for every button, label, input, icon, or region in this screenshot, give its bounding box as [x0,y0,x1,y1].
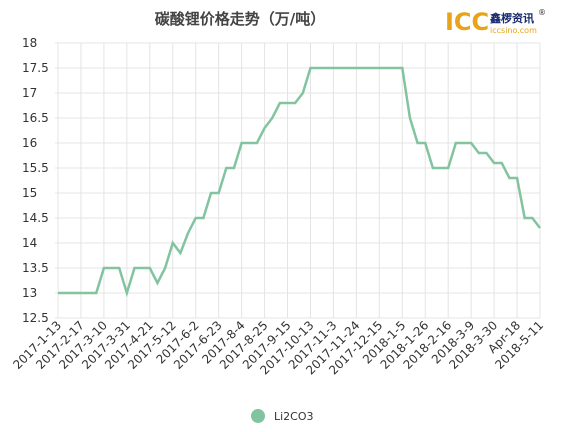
y-tick-label: 14 [22,236,37,250]
y-tick-label: 17.5 [22,61,49,75]
logo-mark: ICC [445,8,489,36]
y-tick-label: 14.5 [22,211,49,225]
y-tick-label: 17 [22,86,37,100]
logo-site: iccsino.com [490,26,537,35]
y-tick-label: 15 [22,186,37,200]
legend-label: Li2CO3 [274,410,314,423]
logo-name: 鑫椤资讯 [489,11,534,25]
logo-reg: ® [538,8,546,17]
y-tick-label: 15.5 [22,161,49,175]
y-tick-label: 12.5 [22,311,49,325]
legend-swatch [251,409,265,423]
y-tick-label: 13 [22,286,37,300]
y-tick-label: 16.5 [22,111,49,125]
y-tick-label: 18 [22,36,37,50]
y-tick-label: 16 [22,136,37,150]
line-series [58,66,541,298]
chart-title: 碳酸锂价格走势（万/吨） [155,10,325,28]
y-tick-label: 13.5 [22,261,49,275]
